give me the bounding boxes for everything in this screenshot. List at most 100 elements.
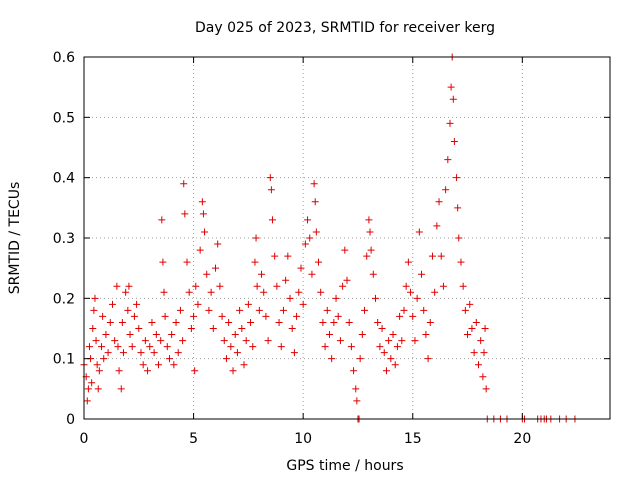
data-point <box>308 270 316 278</box>
x-tick-labels: 0 5 10 15 20 <box>80 431 532 447</box>
data-point <box>464 331 472 339</box>
data-point <box>409 312 417 320</box>
data-point <box>242 337 250 345</box>
data-point <box>371 294 379 302</box>
data-point <box>209 325 217 332</box>
data-point <box>352 385 360 393</box>
data-point <box>475 361 482 369</box>
data-point <box>99 312 107 320</box>
data-point <box>100 355 108 363</box>
data-point <box>439 282 447 290</box>
data-point <box>267 186 275 194</box>
data-point <box>185 288 193 296</box>
data-point <box>83 397 91 405</box>
data-point <box>165 355 173 363</box>
data-point <box>94 385 102 393</box>
y-axis-label: SRMTID / TECUs <box>7 182 23 295</box>
data-point <box>253 282 261 290</box>
data-point <box>404 258 412 266</box>
data-point <box>380 349 388 357</box>
data-point <box>376 343 384 351</box>
data-point <box>181 210 189 218</box>
x-tick-label: 5 <box>189 431 198 447</box>
data-point <box>95 367 103 375</box>
data-point <box>236 306 244 314</box>
x-axis-label: GPS time / hours <box>286 458 403 474</box>
data-point <box>220 337 228 345</box>
data-point <box>104 349 112 357</box>
data-point <box>295 288 303 296</box>
data-point <box>323 306 331 314</box>
data-point <box>125 282 133 290</box>
data-point <box>262 312 270 320</box>
axis-ticks <box>83 56 610 420</box>
data-point <box>172 318 180 326</box>
x-tick-label: 15 <box>404 431 422 447</box>
y-tick-label: 0.4 <box>53 171 75 187</box>
data-point <box>91 294 99 302</box>
data-point <box>480 349 488 357</box>
data-point <box>330 318 338 326</box>
data-point <box>266 174 274 182</box>
grid-lines <box>84 57 610 419</box>
data-point <box>225 318 233 326</box>
data-point <box>203 270 211 278</box>
data-point <box>264 337 272 345</box>
data-point <box>155 361 163 369</box>
data-point <box>315 258 323 266</box>
data-point <box>288 325 296 332</box>
data-point <box>461 306 469 314</box>
data-point <box>366 228 374 236</box>
x-tick-label: 10 <box>294 431 312 447</box>
data-point <box>369 270 377 278</box>
data-point <box>420 306 428 314</box>
data-point <box>117 385 125 393</box>
data-point <box>332 294 340 302</box>
data-point <box>317 288 325 296</box>
data-point <box>247 318 255 326</box>
data-point <box>290 349 298 357</box>
data-point <box>350 367 358 375</box>
data-point <box>231 331 239 339</box>
data-point <box>240 361 248 369</box>
data-point <box>122 288 130 296</box>
data-point <box>385 337 393 345</box>
data-point <box>466 300 474 308</box>
data-point <box>444 156 452 164</box>
data-point <box>196 246 204 254</box>
data-point <box>447 83 455 91</box>
data-point <box>415 228 423 236</box>
data-point <box>201 228 209 236</box>
data-point <box>418 270 426 278</box>
data-point <box>212 264 219 272</box>
data-point <box>481 325 489 332</box>
data-point <box>459 282 467 290</box>
data-point <box>135 325 143 332</box>
data-point <box>192 282 200 290</box>
x-tick-label: 20 <box>513 431 531 447</box>
data-point <box>157 337 165 345</box>
data-point <box>85 343 93 351</box>
data-point <box>160 288 168 296</box>
data-point <box>358 331 366 339</box>
data-point <box>227 343 235 351</box>
data-point <box>353 397 361 405</box>
data-point <box>152 331 160 339</box>
data-point <box>387 355 395 363</box>
data-point <box>128 343 136 351</box>
data-point <box>255 306 263 314</box>
data-point <box>477 337 485 345</box>
data-point <box>374 318 382 326</box>
data-point <box>457 258 465 266</box>
data-point <box>319 318 327 326</box>
data-point <box>139 361 147 369</box>
data-point <box>89 325 97 332</box>
data-point <box>159 258 167 266</box>
data-point <box>214 240 222 248</box>
data-point <box>391 361 399 369</box>
data-point <box>93 361 101 369</box>
data-point <box>396 312 404 320</box>
data-point <box>398 337 406 345</box>
data-point <box>102 331 110 339</box>
data-point <box>312 228 320 236</box>
